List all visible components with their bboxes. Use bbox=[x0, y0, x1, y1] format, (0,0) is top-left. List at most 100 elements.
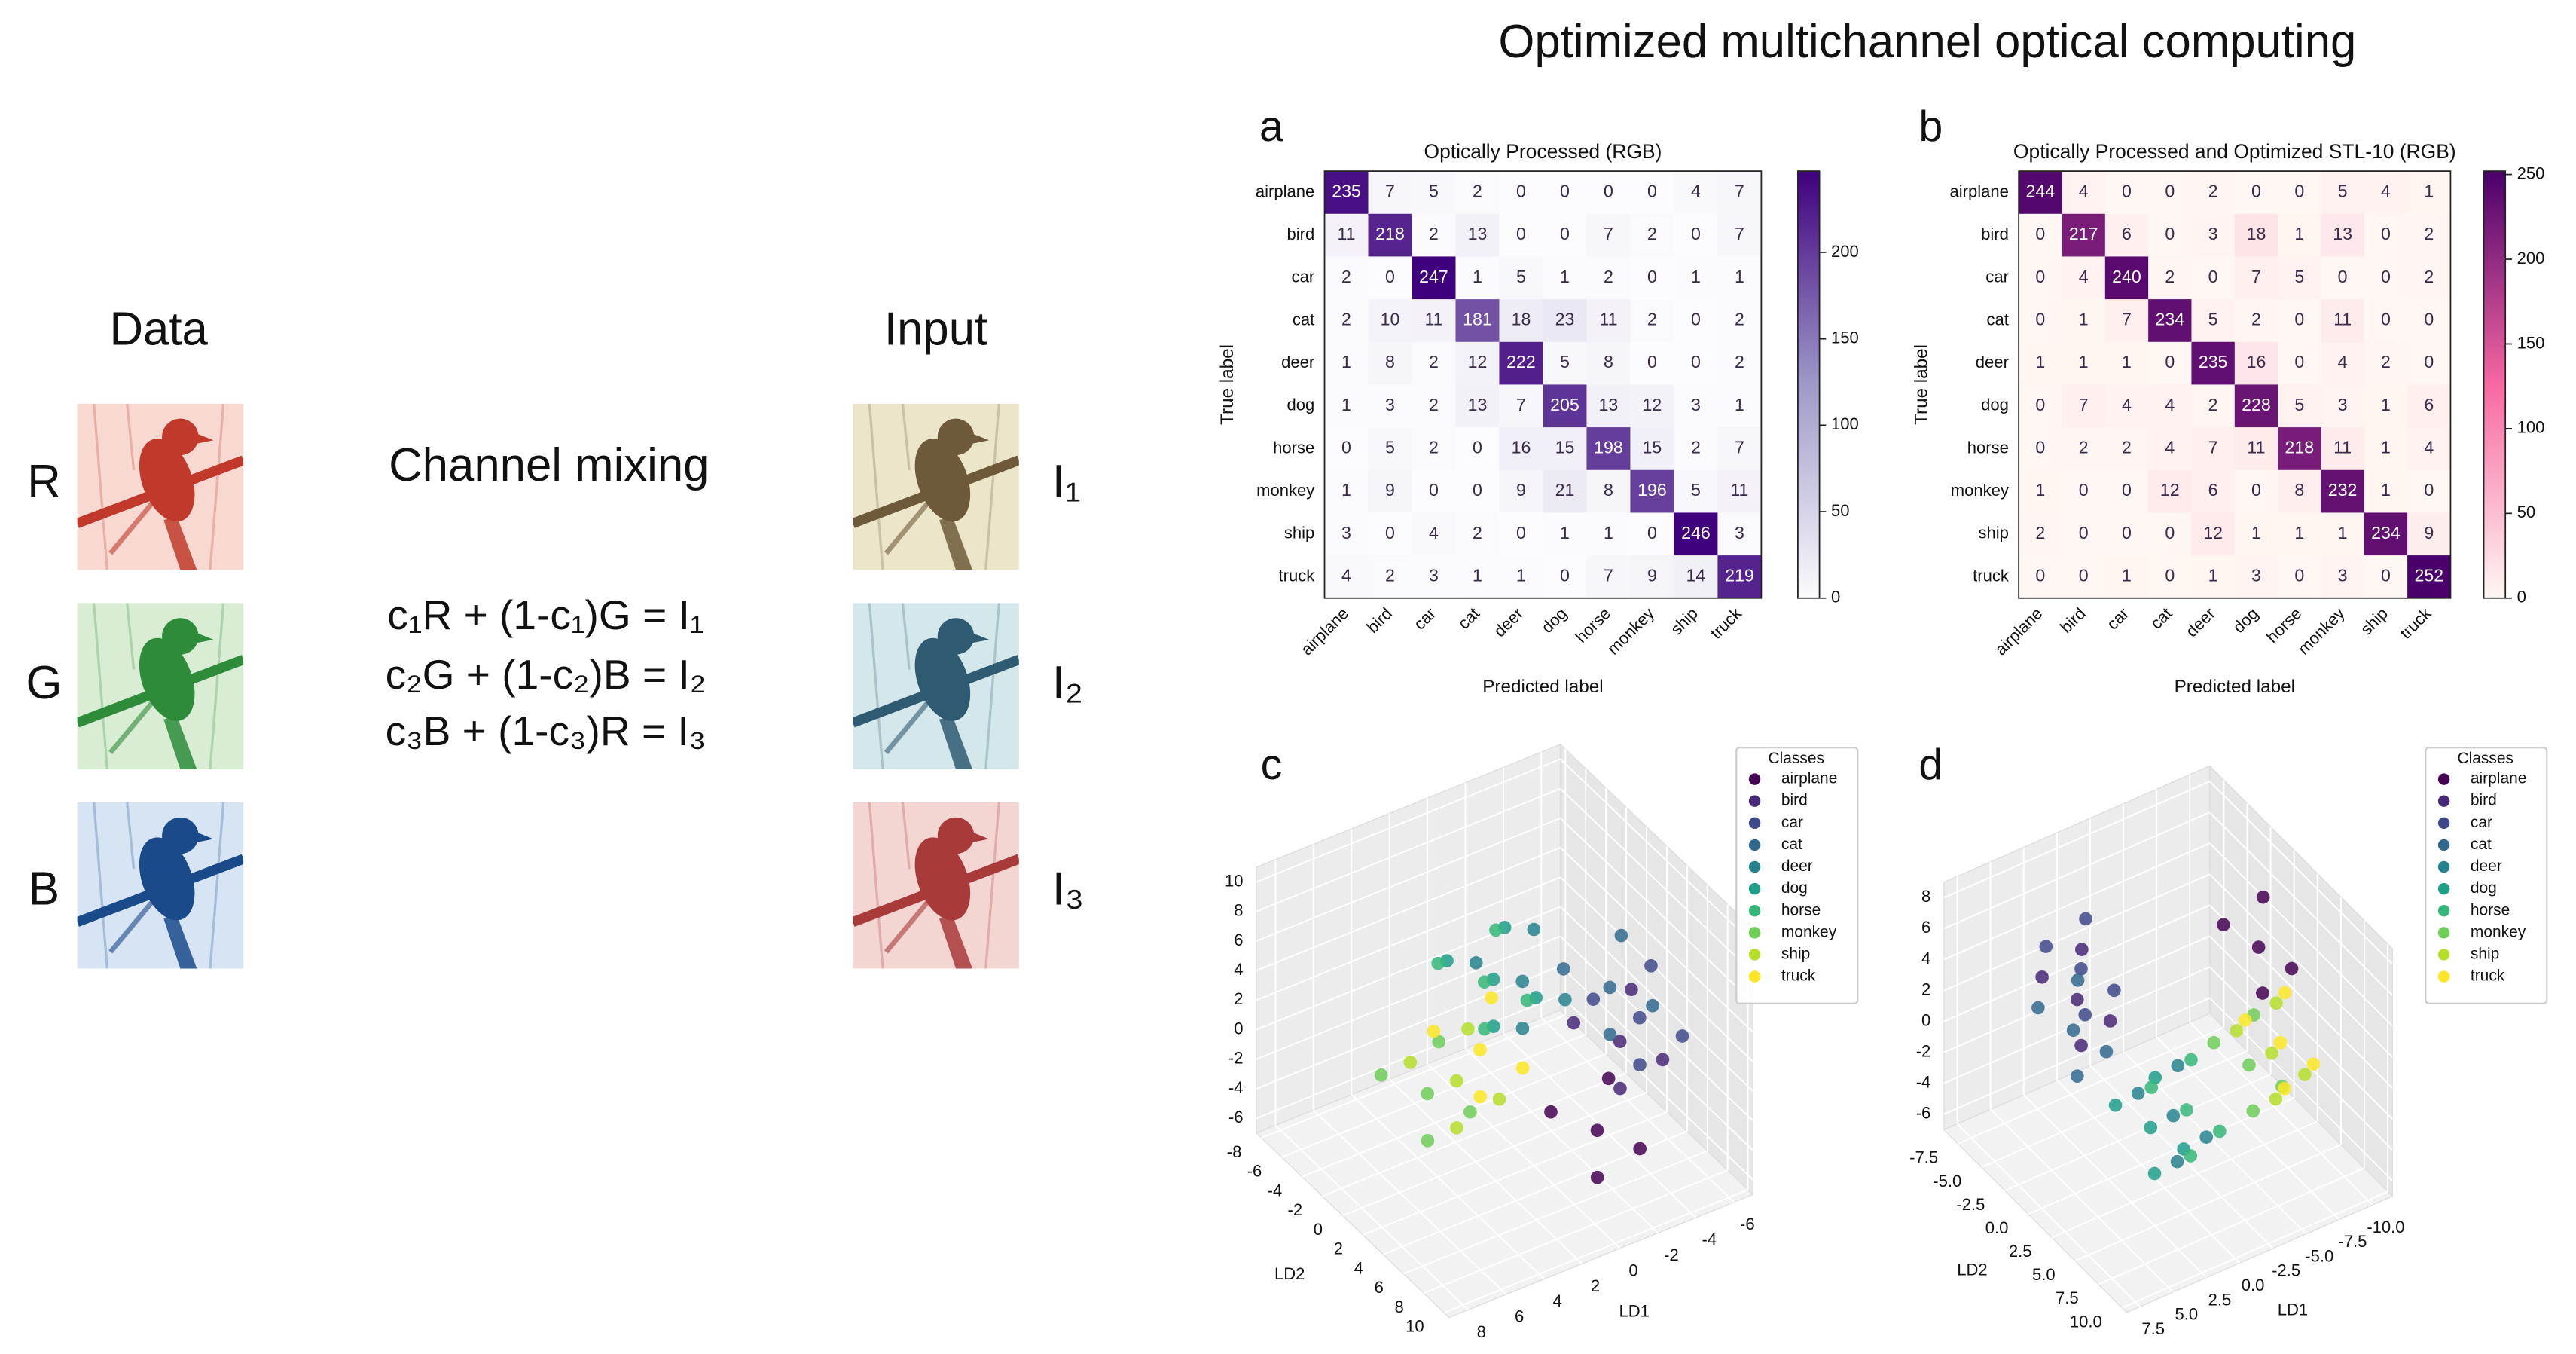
scatter-point bbox=[2306, 1057, 2321, 1071]
cell-label: 5 bbox=[1560, 352, 1570, 371]
figure-title: Optimized multichannel optical computing bbox=[1498, 16, 2356, 68]
heatmap-cell bbox=[1412, 299, 1457, 343]
output-label: I₂ bbox=[1052, 657, 1083, 709]
scatter-point bbox=[1656, 1053, 1670, 1067]
cell-label: 2 bbox=[2424, 224, 2434, 243]
scatter-point bbox=[1473, 1043, 1487, 1056]
x-tick-label: ship bbox=[2357, 604, 2391, 638]
cell-label: 3 bbox=[2251, 566, 2261, 585]
legend-label: dog bbox=[2471, 879, 2497, 897]
cell-label: 1 bbox=[2122, 352, 2132, 371]
cell-label: 2 bbox=[1473, 523, 1482, 543]
cell-label: 3 bbox=[1341, 523, 1351, 543]
heatmap-cell bbox=[2407, 384, 2452, 428]
y-tick-label: 2.5 bbox=[2009, 1242, 2032, 1261]
heatmap-cell bbox=[2321, 213, 2365, 258]
heatmap-cell bbox=[2321, 555, 2365, 599]
colorbar-tick-label: 250 bbox=[2517, 164, 2545, 182]
heatmap-cell bbox=[1412, 512, 1457, 556]
scatter-point bbox=[1477, 975, 1491, 989]
heatmap-cell bbox=[2148, 384, 2193, 428]
cell-label: 232 bbox=[2328, 480, 2358, 500]
heatmap-cell bbox=[1368, 341, 1413, 386]
z-tick-label: 10 bbox=[1225, 871, 1244, 890]
cell-label: 0 bbox=[2079, 480, 2089, 500]
heatmap-cell bbox=[1630, 341, 1675, 386]
cell-label: 1 bbox=[2294, 523, 2304, 543]
cell-label: 0 bbox=[1560, 566, 1570, 585]
x-tick-label: truck bbox=[2396, 604, 2435, 643]
cell-label: 2 bbox=[2251, 310, 2261, 329]
scatter-point bbox=[1603, 980, 1617, 995]
cell-label: 2 bbox=[2208, 395, 2218, 414]
cell-label: 0 bbox=[1691, 310, 1701, 329]
heatmap-cell bbox=[2191, 469, 2236, 514]
scatter-point bbox=[2035, 970, 2049, 984]
grid-line bbox=[1256, 817, 1561, 942]
y-tick-label: car bbox=[1292, 267, 1315, 286]
colorbar-tick-label: 0 bbox=[1831, 588, 1840, 607]
chart-title: Optically Processed and Optimized STL-10… bbox=[2013, 140, 2456, 163]
cell-label: 244 bbox=[2026, 182, 2056, 201]
heatmap-cell bbox=[1499, 171, 1544, 215]
cell-label: 9 bbox=[1385, 480, 1395, 500]
heatmap-cell bbox=[2062, 341, 2106, 386]
heatmap-cell bbox=[1717, 299, 1763, 343]
heatmap-cell bbox=[1324, 256, 1369, 300]
cell-label: 9 bbox=[1516, 480, 1526, 500]
scatter-point bbox=[2269, 1092, 2283, 1106]
heatmap-cell bbox=[2278, 384, 2322, 428]
scatter-point bbox=[2265, 1046, 2278, 1060]
grid-line bbox=[2189, 1021, 2373, 1206]
grid-line bbox=[2209, 935, 2393, 1120]
heatmap-cell bbox=[2321, 256, 2365, 300]
y-axis-label: LD2 bbox=[1957, 1261, 1987, 1279]
scatter-point bbox=[2184, 1053, 2198, 1067]
y-axis-label: True label bbox=[1217, 344, 1238, 425]
x-tick-label: monkey bbox=[1604, 604, 1658, 658]
heatmap-cell bbox=[2062, 512, 2106, 556]
heatmap-cell bbox=[1543, 171, 1588, 215]
cell-label: 0 bbox=[1691, 224, 1701, 243]
cell-label: 0 bbox=[1647, 523, 1657, 543]
cell-label: 3 bbox=[2338, 566, 2348, 585]
grid-line bbox=[1540, 1017, 1735, 1203]
cell-label: 4 bbox=[2079, 267, 2089, 286]
heatmap-cell bbox=[1412, 256, 1457, 300]
cell-label: 2 bbox=[1647, 310, 1657, 329]
scatter-point bbox=[1567, 1016, 1581, 1030]
heatmap-cell bbox=[1324, 213, 1369, 258]
x-tick-label: -4 bbox=[1702, 1230, 1717, 1249]
scatter-point bbox=[1492, 1092, 1506, 1106]
scatter-point bbox=[1463, 1105, 1477, 1119]
heatmap-cell bbox=[2019, 384, 2063, 428]
scatter-point bbox=[2242, 1058, 2256, 1072]
grid-line bbox=[1302, 1053, 1607, 1178]
heatmap-cell bbox=[1324, 341, 1369, 386]
cell-label: 2 bbox=[1429, 395, 1439, 414]
cell-label: 234 bbox=[2156, 310, 2185, 329]
legend-marker bbox=[2437, 839, 2450, 851]
grid-line bbox=[1423, 1169, 1729, 1294]
grid-line bbox=[1943, 811, 2211, 930]
heatmap-cell bbox=[1324, 469, 1369, 514]
legend-label: airplane bbox=[2471, 770, 2526, 787]
heatmap-cell bbox=[2148, 213, 2193, 258]
cell-label: 181 bbox=[1463, 310, 1492, 329]
y-tick-label: monkey bbox=[1256, 481, 1314, 500]
heatmap-cell bbox=[1717, 427, 1763, 471]
cell-label: 7 bbox=[1735, 438, 1744, 457]
scatter-point bbox=[2071, 1069, 2084, 1084]
scatter-point bbox=[2031, 1001, 2045, 1015]
cell-label: 1 bbox=[2381, 395, 2391, 414]
heatmap-cell bbox=[2062, 384, 2106, 428]
heatmap-cell bbox=[1412, 384, 1457, 428]
heatmap-cell bbox=[2019, 256, 2063, 300]
cell-label: 16 bbox=[1512, 438, 1531, 457]
heatmap-cell bbox=[1674, 555, 1719, 599]
heatmap-cell bbox=[2019, 555, 2063, 599]
y-tick-label: 7.5 bbox=[2056, 1288, 2079, 1307]
scatter-point bbox=[2107, 983, 2121, 998]
cell-label: 1 bbox=[2208, 566, 2218, 585]
cell-label: 1 bbox=[1516, 566, 1526, 585]
